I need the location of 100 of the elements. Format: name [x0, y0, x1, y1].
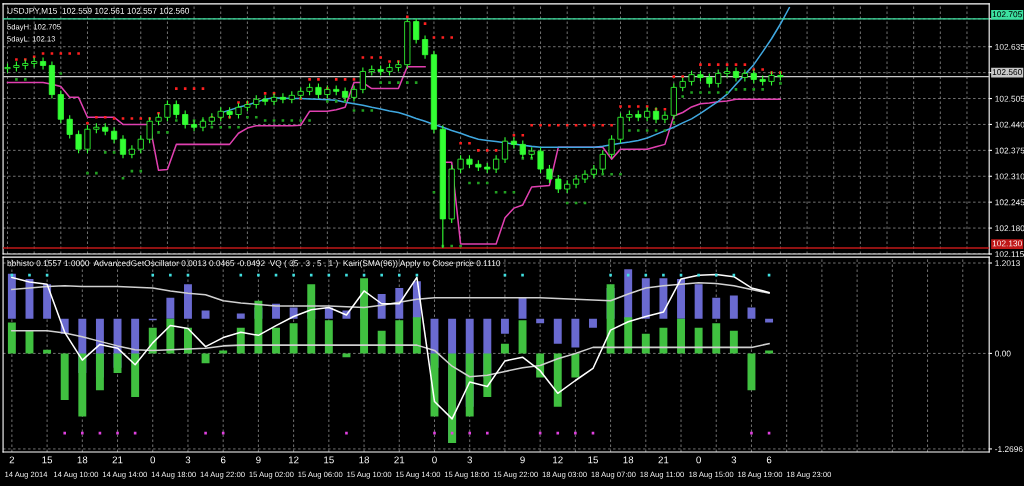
bar [184, 284, 192, 319]
bar [606, 284, 615, 354]
line-series [11, 330, 770, 378]
bar [465, 353, 474, 417]
bar [448, 353, 457, 443]
candlestick [75, 129, 82, 154]
x-tick-label: 3 [467, 456, 472, 464]
x-tick-label: 9 [520, 456, 525, 464]
bar [729, 330, 738, 354]
y-tick-label: 102.180 [995, 225, 1024, 232]
y-tick-label: 1.2013 [995, 260, 1020, 267]
line-series [11, 281, 770, 309]
x-tick-label: 6 [220, 456, 226, 464]
bar [500, 318, 509, 334]
y-tick-label: 0.00 [995, 350, 1011, 357]
x-tick-label: 18 [359, 456, 370, 464]
line-series [11, 273, 770, 420]
x-tick-label: 3 [731, 456, 737, 464]
bar [729, 295, 738, 319]
bar [360, 278, 369, 354]
x-tick-label: 21 [658, 456, 669, 464]
y-tick-label: 102.375 [995, 147, 1024, 154]
x-tick-label: 0 [432, 456, 437, 464]
bar [677, 278, 685, 319]
candlestick [128, 144, 135, 159]
bar [641, 333, 650, 354]
bar [272, 327, 280, 354]
ref-line-label: 102.130 [992, 240, 1022, 247]
bar [624, 317, 633, 354]
bar [78, 353, 87, 417]
bar [201, 310, 210, 319]
x-tick-label: 2 [9, 456, 15, 464]
bar [765, 318, 774, 323]
bar [412, 317, 421, 354]
bar [43, 284, 52, 319]
bar [518, 297, 527, 319]
y-tick-label: 102.505 [995, 95, 1024, 102]
x-tick-label: 15 [588, 456, 598, 464]
bar [166, 318, 175, 354]
x-tick-label: 12 [288, 456, 299, 464]
candlestick [501, 136, 509, 164]
bar [765, 350, 774, 354]
bar [166, 297, 175, 319]
ref-line-label: 102.560 [992, 69, 1022, 75]
bar [219, 350, 228, 354]
y-tick-label: 102.635 [995, 43, 1024, 50]
bar [747, 307, 756, 319]
chart-title: bbhisto 0.1557 1.0000 AdvancedGetOscillator 0.0013 0.0465 -0.0492 VQ ( 35 , 3 , 5 , 1 ) Kairi(SMA(96)) Apply to Close price 0.1110 [7, 260, 501, 268]
bar [201, 353, 210, 364]
candlestick [537, 146, 544, 174]
bar [483, 353, 492, 398]
x-tick-label: 18 [623, 456, 634, 464]
bar [553, 353, 562, 407]
candlestick [724, 66, 731, 78]
candlestick [599, 149, 606, 174]
y-tick-label: 102.440 [995, 121, 1024, 128]
bar [641, 278, 650, 319]
bar [571, 353, 580, 378]
x-tick-label: 9 [256, 456, 261, 464]
bar [553, 318, 562, 344]
bar [518, 320, 527, 354]
candlestick [413, 18, 420, 45]
candlestick [581, 169, 589, 184]
candlestick [359, 66, 366, 94]
x-tick-label: 21 [112, 456, 123, 464]
x-tick-label: 0 [150, 456, 156, 464]
candlestick [119, 134, 127, 159]
candlestick [84, 124, 91, 154]
candlestick [732, 66, 740, 82]
bar [712, 297, 721, 319]
bar [624, 269, 633, 319]
x-tick-label: 3 [185, 456, 191, 464]
x-tick-label: 12 [553, 456, 563, 464]
bar [571, 318, 580, 348]
x-tick-label: 18 [77, 456, 88, 464]
bar [236, 313, 245, 319]
bar [747, 353, 756, 391]
ref-line-label: 102.705 [992, 11, 1022, 18]
bar [324, 320, 333, 354]
bar [289, 323, 298, 354]
bar [694, 284, 703, 319]
bar [659, 327, 668, 354]
bar [589, 318, 597, 328]
y-tick-label: 102.245 [995, 199, 1024, 206]
candlestick [39, 56, 47, 71]
candlestick [510, 136, 517, 149]
bar [95, 353, 104, 391]
x-tick-label: 21 [394, 456, 405, 464]
bar [60, 353, 69, 401]
y-tick-label: 102.115 [995, 251, 1024, 258]
bar [712, 323, 721, 354]
y-tick-label: 102.310 [995, 173, 1024, 180]
bar [113, 353, 122, 373]
candlestick [608, 134, 615, 159]
candlestick [66, 114, 73, 139]
x-tick-label: 15 [42, 456, 53, 464]
bar [131, 353, 140, 398]
bar [677, 318, 685, 354]
bar [395, 320, 404, 354]
bar [500, 343, 509, 354]
